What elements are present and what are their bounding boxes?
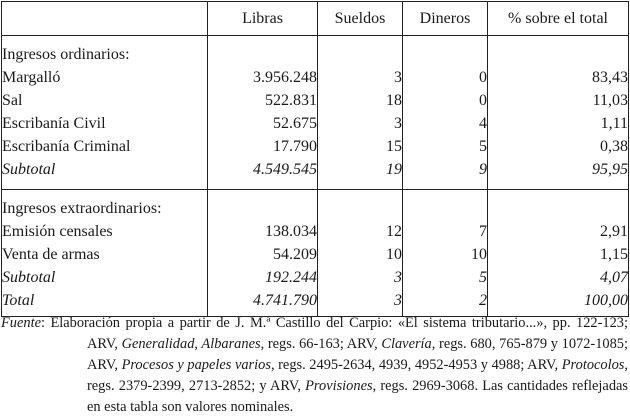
- cell-dineros: 0: [402, 66, 488, 89]
- subtotal-percent: 4,07: [487, 266, 629, 289]
- cell-percent: 83,43: [487, 66, 629, 89]
- cell-sueldos: 15: [317, 135, 403, 158]
- cell-sueldos: 18: [317, 89, 403, 112]
- header-concept: [1, 1, 208, 36]
- source-italic-text: Procesos y papeles varios: [121, 357, 271, 373]
- cell-dineros: 0: [402, 89, 488, 112]
- subtotal-label: Subtotal: [1, 266, 208, 289]
- cell-libras: 522.831: [207, 89, 318, 112]
- total-dineros: 2: [402, 289, 488, 317]
- subtotal-libras: 4.549.545: [207, 158, 318, 190]
- source-italic-text: Provisiones: [305, 378, 373, 394]
- table-header: Libras Sueldos Dineros % sobre el total: [1, 1, 629, 36]
- subtotal-sueldos: 3: [317, 266, 403, 289]
- cell-percent: 1,15: [487, 243, 629, 266]
- cell-libras: 52.675: [207, 112, 318, 135]
- row-label: Venta de armas: [1, 243, 208, 266]
- total-libras: 4.741.790: [207, 289, 318, 317]
- cell-dineros: 5: [402, 135, 488, 158]
- section-title: Ingresos extraordinarios:: [1, 189, 208, 220]
- section-title-row: Ingresos ordinarios:: [1, 35, 629, 66]
- cell-sueldos: 3: [317, 112, 403, 135]
- subtotal-row: Subtotal 192.244 3 5 4,07: [1, 266, 629, 289]
- header-libras: Libras: [207, 1, 318, 36]
- row-label: Sal: [1, 89, 208, 112]
- section-title: Ingresos ordinarios:: [1, 35, 208, 66]
- subtotal-sueldos: 19: [317, 158, 403, 190]
- row-label: Escribanía Civil: [1, 112, 208, 135]
- table-row: Venta de armas 54.209 10 10 1,15: [1, 243, 629, 266]
- cell-percent: 1,11: [487, 112, 629, 135]
- source-plain-text: , regs. 2495-2634, 4939, 4952-4953 y 498…: [270, 357, 562, 373]
- table-body: Ingresos ordinarios: Margalló 3.956.248 …: [1, 35, 629, 317]
- cell-libras: 54.209: [207, 243, 318, 266]
- cell-dineros: 7: [402, 220, 488, 243]
- total-label: Total: [1, 289, 208, 317]
- source-note: Fuente: Elaboración propia a partir de J…: [1, 313, 628, 418]
- cell-dineros: 10: [402, 243, 488, 266]
- section-title-row: Ingresos extraordinarios:: [1, 189, 629, 220]
- header-percent: % sobre el total: [487, 1, 629, 36]
- cell-percent: 0,38: [487, 135, 629, 158]
- source-text: : Elaboración propia a partir de J. M.ª …: [41, 315, 628, 415]
- source-plain-text: , regs. 2379-2399, 2713-2852; y ARV,: [87, 357, 628, 394]
- subtotal-dineros: 5: [402, 266, 488, 289]
- source-plain-text: , regs. 2969-3068. Las cantidades reflej…: [87, 378, 628, 415]
- source-plain-text: , regs. 680, 765-879 y 1072-1085; ARV,: [87, 336, 628, 373]
- source-plain-text: , regs. 66-163; ARV,: [260, 336, 382, 352]
- table-row: Escribanía Civil 52.675 3 4 1,11: [1, 112, 629, 135]
- source-plain-text: : Elaboración propia a partir de J. M.ª …: [40, 315, 628, 352]
- table-row: Emisión censales 138.034 12 7 2,91: [1, 220, 629, 243]
- row-label: Escribanía Criminal: [1, 135, 208, 158]
- header-dineros: Dineros: [402, 1, 488, 36]
- cell-libras: 17.790: [207, 135, 318, 158]
- cell-percent: 11,03: [487, 89, 629, 112]
- table-row: Margalló 3.956.248 3 0 83,43: [1, 66, 629, 89]
- total-sueldos: 3: [317, 289, 403, 317]
- revenue-table: Libras Sueldos Dineros % sobre el total …: [1, 1, 629, 317]
- table-row: Sal 522.831 18 0 11,03: [1, 89, 629, 112]
- cell-sueldos: 3: [317, 66, 403, 89]
- subtotal-dineros: 9: [402, 158, 488, 190]
- cell-libras: 138.034: [207, 220, 318, 243]
- cell-sueldos: 10: [317, 243, 403, 266]
- source-lead: Fuente: [1, 315, 41, 331]
- source-paragraph: Fuente: Elaboración propia a partir de J…: [1, 313, 628, 418]
- subtotal-row: Subtotal 4.549.545 19 9 95,95: [1, 158, 629, 190]
- total-row: Total 4.741.790 3 2 100,00: [1, 289, 629, 317]
- cell-sueldos: 12: [317, 220, 403, 243]
- subtotal-label: Subtotal: [1, 158, 208, 190]
- total-percent: 100,00: [487, 289, 629, 317]
- source-italic-text: Clavería: [381, 336, 432, 352]
- cell-dineros: 4: [402, 112, 488, 135]
- header-sueldos: Sueldos: [317, 1, 403, 36]
- row-label: Emisión censales: [1, 220, 208, 243]
- cell-libras: 3.956.248: [207, 66, 318, 89]
- source-italic-text: Generalidad, Albaranes: [121, 336, 261, 352]
- subtotal-libras: 192.244: [207, 266, 318, 289]
- subtotal-percent: 95,95: [487, 158, 629, 190]
- cell-percent: 2,91: [487, 220, 629, 243]
- table-row: Escribanía Criminal 17.790 15 5 0,38: [1, 135, 629, 158]
- source-italic-text: Protocolos: [561, 357, 625, 373]
- row-label: Margalló: [1, 66, 208, 89]
